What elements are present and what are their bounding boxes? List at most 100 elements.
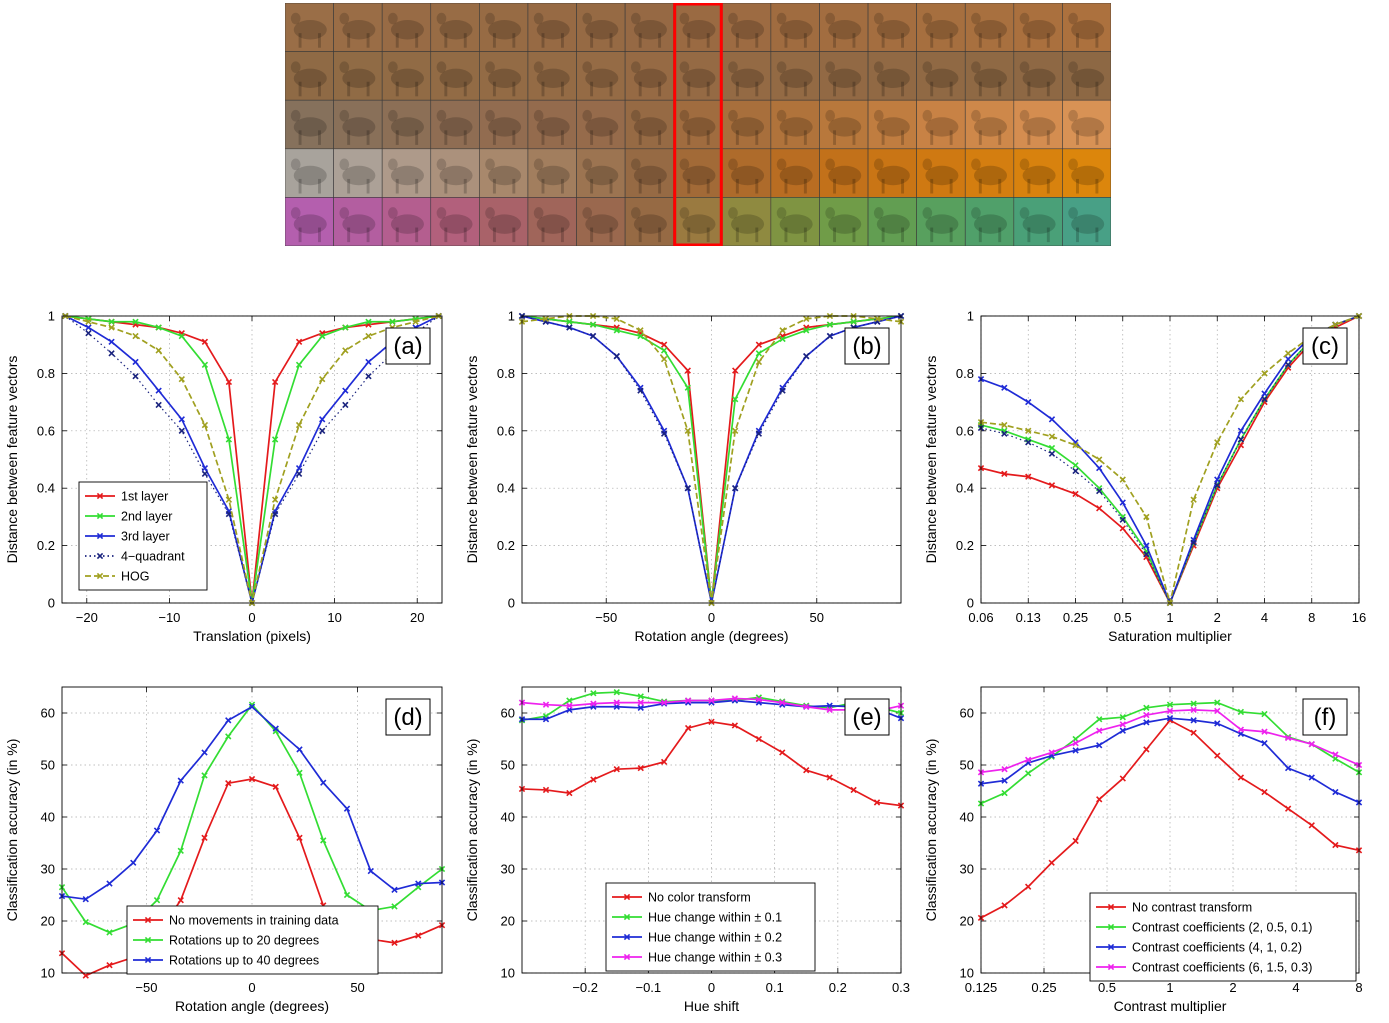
thumbnail-subject-leg bbox=[833, 227, 836, 243]
thumbnail-bg bbox=[964, 99, 1015, 150]
thumbnail-bg bbox=[479, 2, 529, 52]
thumbnail-subject-leg bbox=[1027, 227, 1031, 243]
thumbnail-subject-leg bbox=[998, 227, 1002, 243]
thumbnail-subject-leg bbox=[318, 130, 321, 145]
data-point bbox=[1025, 398, 1032, 406]
thumbnail-subject-leg bbox=[1046, 33, 1050, 48]
thumbnail-cell bbox=[624, 51, 675, 101]
y-axis-label: Distance between feature vectors bbox=[464, 356, 480, 564]
data-point bbox=[1072, 441, 1079, 449]
data-point bbox=[850, 318, 857, 325]
thumbnail-subject-leg bbox=[560, 81, 564, 97]
thumbnail-subject-leg bbox=[901, 227, 905, 243]
panel-label: (e) bbox=[844, 698, 890, 736]
y-tick-label: 0.6 bbox=[956, 423, 974, 438]
thumbnail-bg bbox=[819, 2, 869, 52]
x-tick-label: 20 bbox=[410, 610, 424, 625]
thumbnail-cell bbox=[770, 51, 820, 101]
thumbnail-bg bbox=[284, 197, 334, 247]
data-point bbox=[342, 347, 349, 354]
thumbnail-bg bbox=[527, 197, 577, 247]
thumbnail-bg bbox=[819, 51, 869, 101]
y-tick-label: 20 bbox=[960, 914, 974, 929]
data-point bbox=[660, 758, 668, 766]
thumbnail-subject-head bbox=[339, 61, 350, 73]
data-point bbox=[177, 847, 184, 854]
legend-item: 1st layer bbox=[85, 490, 168, 504]
thumbnail-subject-head bbox=[825, 109, 836, 122]
thumbnail-subject-leg bbox=[949, 33, 953, 48]
data-point bbox=[566, 324, 573, 331]
thumbnail-bg bbox=[721, 51, 772, 101]
thumbnail-bg bbox=[1062, 148, 1112, 198]
data-point bbox=[779, 749, 786, 756]
data-point bbox=[365, 373, 372, 380]
thumbnail-subject-leg bbox=[687, 178, 691, 194]
thumbnail-subject-leg bbox=[998, 81, 1002, 97]
x-tick-label: 0.25 bbox=[1031, 980, 1056, 995]
thumbnail-subject-leg bbox=[1046, 178, 1050, 194]
data-point bbox=[1025, 473, 1032, 480]
thumbnail-subject bbox=[390, 68, 424, 89]
thumbnail-subject bbox=[633, 117, 667, 137]
y-axis-label: Classification accuracy (in %) bbox=[4, 739, 20, 922]
legend: No contrast transform Contrast coefficien… bbox=[1089, 892, 1357, 982]
data-point bbox=[684, 724, 692, 732]
thumbnail-subject bbox=[1022, 165, 1056, 186]
thumbnail-subject bbox=[1022, 117, 1056, 137]
thumbnail-subject-leg bbox=[298, 81, 302, 97]
thumbnail-cell bbox=[479, 99, 529, 150]
data-point bbox=[108, 350, 115, 357]
data-point bbox=[1237, 774, 1245, 781]
thumbnail-subject-leg bbox=[706, 130, 710, 145]
data-point bbox=[1143, 746, 1150, 753]
panel-label-text: (c) bbox=[1311, 333, 1339, 360]
data-point bbox=[201, 834, 208, 841]
data-point bbox=[1107, 963, 1115, 971]
data-point bbox=[96, 492, 104, 500]
thumbnail-subject bbox=[585, 214, 619, 234]
y-tick-label: 30 bbox=[960, 862, 974, 877]
thumbnail-subject bbox=[925, 68, 959, 89]
thumbnail-subject bbox=[342, 117, 376, 137]
thumbnail-subject bbox=[828, 68, 862, 89]
data-point bbox=[874, 315, 881, 323]
thumbnail-subject-leg bbox=[881, 130, 885, 145]
thumbnail-subject-leg bbox=[560, 178, 564, 194]
thumbnail-cell bbox=[430, 99, 480, 150]
data-point bbox=[225, 733, 232, 740]
legend: No movements in training data Rotations u… bbox=[126, 905, 379, 975]
thumbnail-subject-leg bbox=[1095, 130, 1099, 145]
data-point bbox=[1332, 841, 1339, 849]
data-point bbox=[613, 765, 620, 773]
thumbnail-cell bbox=[916, 197, 966, 247]
data-point bbox=[319, 375, 326, 383]
thumbnail-subject-head bbox=[873, 207, 884, 219]
thumbnail-subject bbox=[682, 214, 716, 234]
thumbnail-cell bbox=[916, 51, 966, 101]
data-point bbox=[1261, 739, 1268, 747]
data-point bbox=[755, 341, 763, 348]
thumbnail-subject bbox=[1022, 68, 1056, 89]
thumbnail-subject bbox=[876, 214, 910, 234]
data-point bbox=[623, 953, 631, 961]
thumbnail-cell bbox=[819, 2, 869, 52]
thumbnail-bg bbox=[624, 2, 675, 52]
data-point bbox=[732, 367, 739, 374]
data-point bbox=[613, 699, 620, 706]
thumbnail-cell bbox=[430, 148, 480, 198]
thumbnail-cell bbox=[964, 197, 1015, 247]
data-point bbox=[731, 695, 739, 702]
thumbnail-cell bbox=[284, 197, 334, 247]
data-point bbox=[542, 701, 550, 708]
panel-label-box bbox=[844, 327, 890, 365]
data-point bbox=[1190, 717, 1197, 724]
data-point bbox=[342, 401, 349, 409]
thumbnail-subject-leg bbox=[833, 33, 836, 48]
thumbnail-cell bbox=[624, 2, 675, 52]
thumbnail-cell bbox=[673, 99, 723, 150]
thumbnail-bg bbox=[527, 148, 577, 198]
thumbnail-subject bbox=[488, 214, 522, 234]
data-point bbox=[271, 436, 279, 443]
thumbnail-subject-leg bbox=[735, 178, 739, 194]
